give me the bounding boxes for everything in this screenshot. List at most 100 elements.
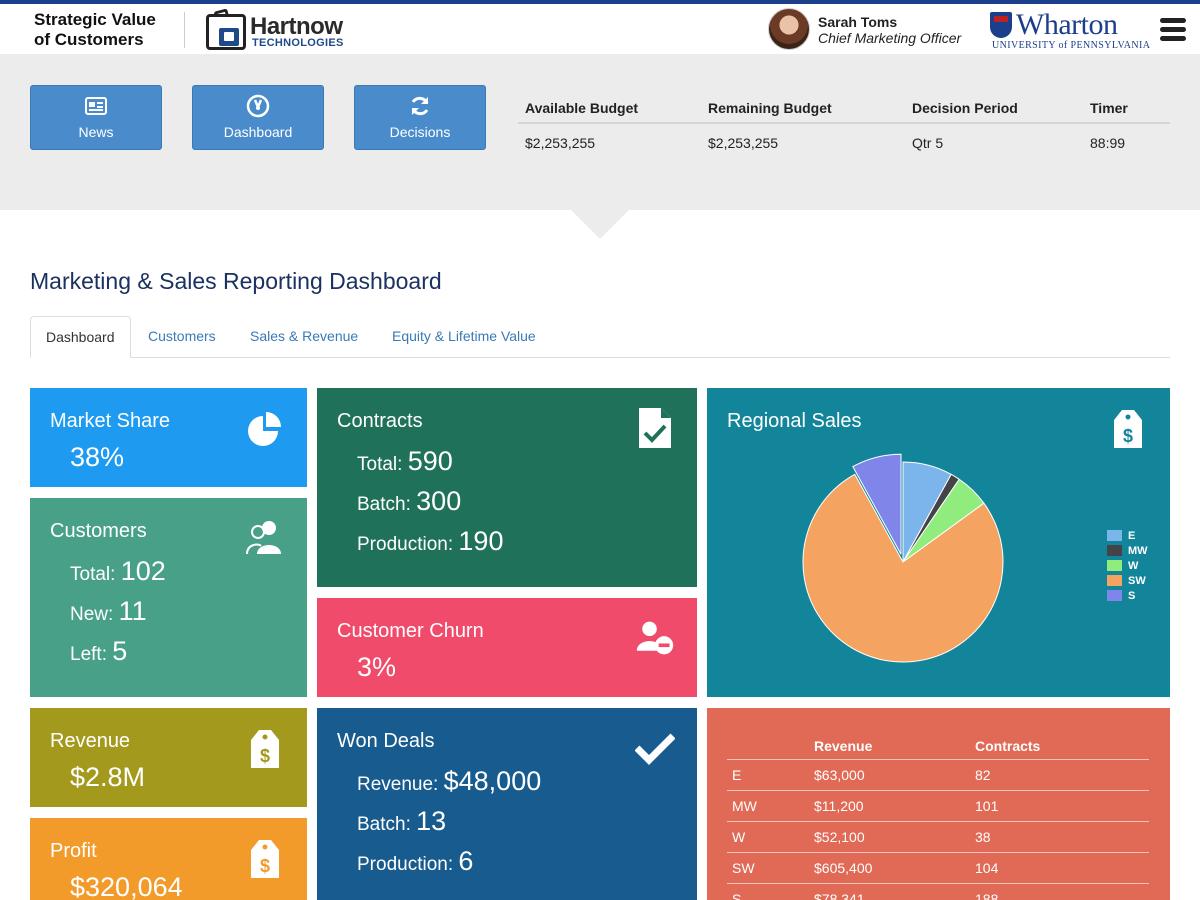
tab-equity-lifetime-value[interactable]: Equity & Lifetime Value [392, 328, 536, 344]
legend-item: MW [1107, 543, 1148, 558]
regional-sales-title: Regional Sales [727, 410, 862, 432]
app-title: Strategic Value of Customers [34, 10, 156, 49]
customers-total-label: Total: [70, 564, 116, 585]
shield-icon [990, 12, 1012, 38]
contracts-production-label: Production: [357, 534, 454, 555]
stat-header-timer: Timer [1090, 100, 1128, 116]
stat-header-period: Decision Period [912, 100, 1018, 116]
profit-title: Profit [50, 840, 97, 862]
legend-label: SW [1128, 574, 1146, 587]
region-table-header: Revenue Contracts [727, 732, 1149, 760]
table-cell: $52,100 [814, 829, 865, 845]
stat-header-remaining: Remaining Budget [708, 100, 832, 116]
market-share-title: Market Share [50, 410, 171, 432]
regional-sales-pie-chart [802, 453, 1004, 663]
news-button[interactable]: News [30, 85, 162, 150]
table-row: W $52,100 38 [727, 822, 1149, 853]
dashboard-button-label: Dashboard [223, 124, 293, 140]
table-cell: 38 [975, 829, 991, 845]
table-cell: $63,000 [814, 767, 865, 783]
page-title: Marketing & Sales Reporting Dashboard [30, 268, 442, 294]
header: Strategic Value of Customers Hartnow TEC… [0, 4, 1200, 54]
avatar [768, 8, 810, 50]
contracts-tile: Contracts Total: 590 Batch: 300 Producti… [317, 388, 697, 587]
price-tag-icon: $ [1114, 410, 1142, 448]
table-cell: 188 [975, 891, 999, 900]
tab-bar: Dashboard Customers Sales & Revenue Equi… [30, 316, 1170, 358]
tab-dashboard[interactable]: Dashboard [30, 316, 131, 358]
revenue-tile: Revenue $2.8M $ [30, 708, 307, 807]
table-cell: $605,400 [814, 860, 873, 876]
customer-churn-title: Customer Churn [337, 620, 484, 642]
won-deals-tile: Won Deals Revenue: $48,000 Batch: 13 Pro… [317, 708, 697, 900]
top-accent-line [0, 0, 1200, 4]
document-check-icon [639, 408, 671, 448]
tab-customers[interactable]: Customers [148, 328, 216, 344]
legend-label: MW [1128, 544, 1148, 557]
table-cell: S [732, 891, 742, 900]
school-logo: Wharton UNIVERSITY of PENNSYLVANIA [990, 8, 1150, 54]
user-remove-icon [636, 621, 674, 655]
market-share-tile: Market Share 38% [30, 388, 307, 487]
legend-swatch [1107, 560, 1122, 571]
table-row: E $63,000 82 [727, 760, 1149, 791]
timer-value: 88:99 [1090, 135, 1126, 151]
legend-swatch [1107, 545, 1122, 556]
table-cell: SW [732, 860, 755, 876]
pie-legend: E MW W SW S [1107, 528, 1148, 603]
legend-swatch [1107, 530, 1122, 541]
contracts-total-value: 590 [407, 446, 453, 476]
table-cell: $78,341 [814, 891, 865, 900]
legend-item: SW [1107, 573, 1148, 588]
company-subtitle: TECHNOLOGIES [252, 37, 344, 49]
svg-text:$: $ [260, 746, 270, 766]
school-name: Wharton [1016, 8, 1118, 41]
table-cell: 82 [975, 767, 991, 783]
contracts-total-label: Total: [357, 454, 403, 475]
profit-value: $320,064 [70, 872, 183, 900]
decision-period-value: Qtr 5 [912, 135, 944, 151]
legend-item: S [1107, 588, 1148, 603]
table-cell: W [732, 829, 746, 845]
budget-stats: Available Budget Remaining Budget Decisi… [518, 94, 1170, 162]
contracts-batch-label: Batch: [357, 494, 411, 515]
region-table-tile: Revenue Contracts E $63,000 82 MW $11,200 101… [707, 708, 1170, 900]
revenue-value: $2.8M [70, 762, 146, 792]
customer-churn-value: 3% [357, 652, 397, 682]
market-share-value: 38% [70, 442, 125, 472]
legend-swatch [1107, 590, 1122, 601]
customers-title: Customers [50, 520, 147, 542]
won-deals-production-label: Production: [357, 854, 454, 875]
decisions-button-label: Decisions [389, 124, 451, 140]
customers-total-value: 102 [120, 556, 166, 586]
pie-slice-s[interactable] [852, 453, 902, 555]
pie-slice-sw[interactable] [802, 473, 1004, 663]
pie-chart-icon [248, 412, 281, 446]
table-cell: MW [732, 798, 757, 814]
dashboard-button[interactable]: Dashboard [192, 85, 324, 150]
hamburger-menu-icon[interactable] [1160, 18, 1186, 44]
customers-left-value: 5 [112, 636, 128, 666]
user-name: Sarah Toms [818, 14, 898, 30]
won-deals-production-value: 6 [458, 846, 474, 876]
legend-label: S [1128, 589, 1136, 602]
customers-new-value: 11 [118, 596, 147, 626]
contracts-production-value: 190 [458, 526, 504, 556]
stats-value-row: $2,253,255 $2,253,255 Qtr 5 88:99 [518, 124, 1170, 162]
customer-churn-tile: Customer Churn 3% [317, 598, 697, 697]
profit-tile: Profit $320,064 $ [30, 818, 307, 900]
user-role: Chief Marketing Officer [818, 30, 962, 46]
table-row: S $78,341 188 [727, 884, 1149, 900]
contracts-title: Contracts [337, 410, 423, 432]
customers-new-label: New: [70, 604, 114, 625]
region-table-header-cell: Revenue [814, 737, 873, 754]
decisions-button[interactable]: Decisions [354, 85, 486, 150]
company-name: Hartnow [250, 13, 343, 40]
price-tag-icon: $ [251, 730, 279, 768]
available-budget-value: $2,253,255 [525, 135, 596, 151]
briefcase-icon [206, 14, 246, 50]
price-tag-icon: $ [251, 840, 279, 878]
checkmark-icon [635, 733, 675, 765]
users-icon [246, 521, 281, 555]
tab-sales-revenue[interactable]: Sales & Revenue [250, 328, 359, 344]
